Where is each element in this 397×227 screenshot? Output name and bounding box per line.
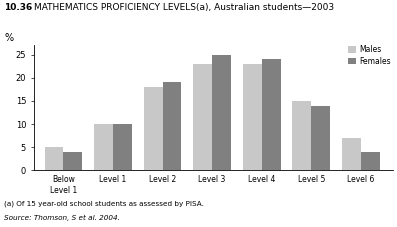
Bar — [293, 101, 311, 170]
Bar — [243, 64, 262, 170]
Bar — [113, 124, 132, 170]
Text: 10.36: 10.36 — [4, 3, 32, 12]
Y-axis label: %: % — [4, 33, 13, 43]
Bar — [44, 147, 64, 170]
Bar — [144, 87, 163, 170]
Bar — [361, 152, 380, 170]
Bar — [193, 64, 212, 170]
Text: (a) Of 15 year-old school students as assessed by PISA.: (a) Of 15 year-old school students as as… — [4, 201, 204, 207]
Legend: Males, Females: Males, Females — [346, 43, 393, 68]
Bar — [311, 106, 330, 170]
Bar — [212, 55, 231, 170]
Bar — [163, 82, 181, 170]
Bar — [342, 138, 361, 170]
Text: Source: Thomson, S et al. 2004.: Source: Thomson, S et al. 2004. — [4, 215, 120, 221]
Bar — [64, 152, 82, 170]
Text: MATHEMATICS PROFICIENCY LEVELS(a), Australian students—2003: MATHEMATICS PROFICIENCY LEVELS(a), Austr… — [34, 3, 334, 12]
Bar — [94, 124, 113, 170]
Bar — [262, 59, 281, 170]
